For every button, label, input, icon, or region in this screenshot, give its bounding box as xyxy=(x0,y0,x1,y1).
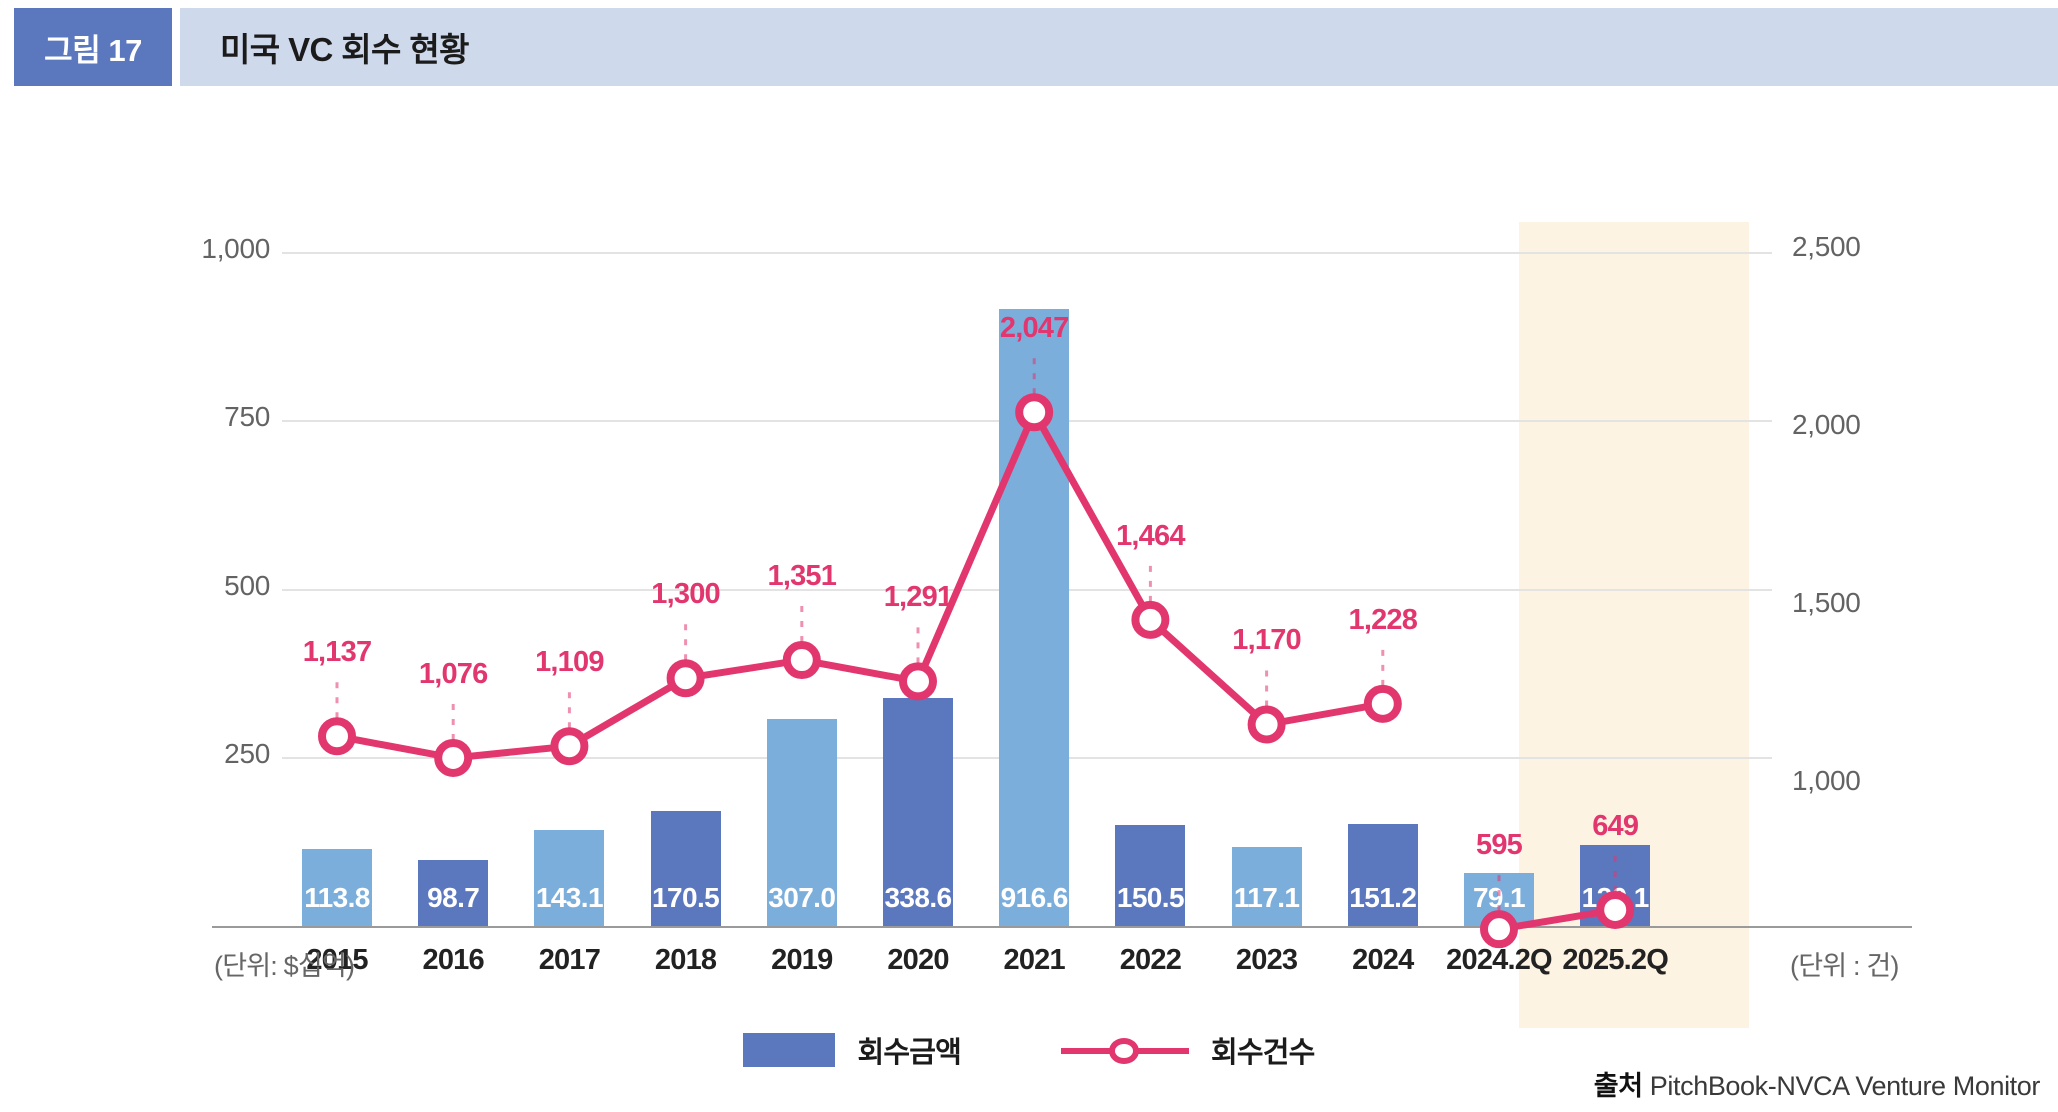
bar-value-label: 170.5 xyxy=(652,882,720,913)
x-axis-line xyxy=(212,926,1912,928)
line-value-label: 1,464 xyxy=(1116,519,1185,552)
line-value-label: 1,109 xyxy=(535,646,604,679)
bar-value-label: 307.0 xyxy=(768,882,836,913)
line-marker-2022[interactable] xyxy=(1131,600,1170,639)
legend-item-amount: 회수금액 xyxy=(743,1029,962,1071)
bar-value-label: 916.6 xyxy=(1000,882,1069,913)
bar-2025.2Q[interactable]: 120.1 xyxy=(1580,845,1651,926)
legend-item-count: 회수건수 xyxy=(1061,1029,1315,1071)
line-value-label: 1,137 xyxy=(302,636,372,669)
y-tick-left: 500 xyxy=(224,569,270,601)
unit-label-left: (단위: $십억) xyxy=(214,951,355,981)
x-tick-2024.2Q: 2024.2Q xyxy=(1446,944,1552,976)
bar-2016[interactable]: 98.7 xyxy=(418,859,489,926)
bar-value-label: 120.1 xyxy=(1581,882,1650,913)
source-prefix: 출처 xyxy=(1593,1071,1643,1101)
x-tick-2024: 2024 xyxy=(1352,944,1414,976)
y-tick-right: 2,000 xyxy=(1792,409,1861,440)
bar-2020[interactable]: 338.6 xyxy=(883,698,953,926)
y-tick-left: 250 xyxy=(224,737,270,769)
bar-value-label: 113.8 xyxy=(304,882,370,913)
bar-value-label: 150.5 xyxy=(1116,882,1185,913)
line-value-label: 1,291 xyxy=(883,581,953,614)
bar-value-label: 338.6 xyxy=(884,882,952,913)
y-tick-left: 750 xyxy=(224,401,270,433)
bar-2017[interactable]: 143.1 xyxy=(534,829,605,926)
x-tick-2019: 2019 xyxy=(771,944,833,976)
line-marker-2015[interactable] xyxy=(318,717,356,756)
line-value-label: 1,300 xyxy=(651,578,720,611)
line-value-label: 1,228 xyxy=(1348,603,1418,636)
legend-label-count: 회수건수 xyxy=(1211,1037,1315,1069)
source-note: 출처 PitchBook-NVCA Venture Monitor xyxy=(1593,1064,2041,1103)
line-value-label: 595 xyxy=(1476,829,1523,862)
bar-2018[interactable]: 170.5 xyxy=(650,811,721,926)
x-tick-2017: 2017 xyxy=(538,944,601,976)
bar-2023[interactable]: 117.1 xyxy=(1231,847,1302,926)
page-title: 미국 VC 회수 현황 xyxy=(220,31,470,68)
line-marker-2018[interactable] xyxy=(666,659,705,698)
bar-value-label: 117.1 xyxy=(1233,882,1300,913)
bar-2019[interactable]: 307.0 xyxy=(766,719,837,926)
x-tick-2020: 2020 xyxy=(887,944,949,976)
line-value-label: 649 xyxy=(1592,809,1639,842)
x-tick-2025.2Q: 2025.2Q xyxy=(1562,944,1669,976)
line-value-label: 1,170 xyxy=(1232,624,1301,657)
x-tick-2016: 2016 xyxy=(422,944,485,976)
y-tick-left: 1,000 xyxy=(201,233,270,264)
bar-value-label: 151.2 xyxy=(1349,882,1417,913)
x-tick-2022: 2022 xyxy=(1119,944,1182,976)
bar-2024[interactable]: 151.2 xyxy=(1347,824,1418,926)
line-marker-2023[interactable] xyxy=(1247,705,1286,744)
source-text: PitchBook-NVCA Venture Monitor xyxy=(1649,1071,2041,1101)
line-value-label: 1,351 xyxy=(767,560,837,593)
chart-legend: 회수금액 회수건수 xyxy=(0,1022,2058,1078)
legend-label-amount: 회수금액 xyxy=(857,1037,961,1069)
x-tick-2015: 2015 xyxy=(306,944,368,976)
legend-line-swatch xyxy=(1061,1033,1189,1067)
line-value-label: 2,047 xyxy=(999,312,1069,345)
bar-value-label: 98.7 xyxy=(427,882,480,913)
y-tick-right: 2,500 xyxy=(1792,231,1861,262)
legend-bar-swatch xyxy=(743,1033,836,1067)
y-tick-right: 1,000 xyxy=(1792,765,1861,796)
bar-value-label: 79.1 xyxy=(1472,882,1526,913)
figure-title-bar: 미국 VC 회수 현황 xyxy=(180,8,2058,86)
gridline xyxy=(282,252,1772,254)
unit-label-right: (단위 : 건) xyxy=(1790,951,1899,981)
bar-2022[interactable]: 150.5 xyxy=(1115,824,1186,926)
line-marker-2020[interactable] xyxy=(899,662,937,701)
line-marker-2019[interactable] xyxy=(782,641,821,680)
bar-2021[interactable]: 916.6 xyxy=(999,309,1070,926)
legend-marker-circle-icon xyxy=(1109,1038,1139,1064)
y-tick-right: 1,500 xyxy=(1792,587,1861,618)
x-tick-2023: 2023 xyxy=(1235,944,1298,976)
bar-2015[interactable]: 113.8 xyxy=(302,849,372,926)
x-tick-2018: 2018 xyxy=(654,944,717,976)
line-marker-2024[interactable] xyxy=(1363,684,1402,723)
x-tick-2021: 2021 xyxy=(1003,944,1066,976)
figure-header: 그림 17 미국 VC 회수 현황 xyxy=(0,8,2058,86)
figure-number-badge: 그림 17 xyxy=(14,8,172,86)
bar-2024.2Q[interactable]: 79.1 xyxy=(1464,872,1534,926)
line-value-label: 1,076 xyxy=(418,657,488,690)
bar-value-label: 143.1 xyxy=(535,882,604,913)
